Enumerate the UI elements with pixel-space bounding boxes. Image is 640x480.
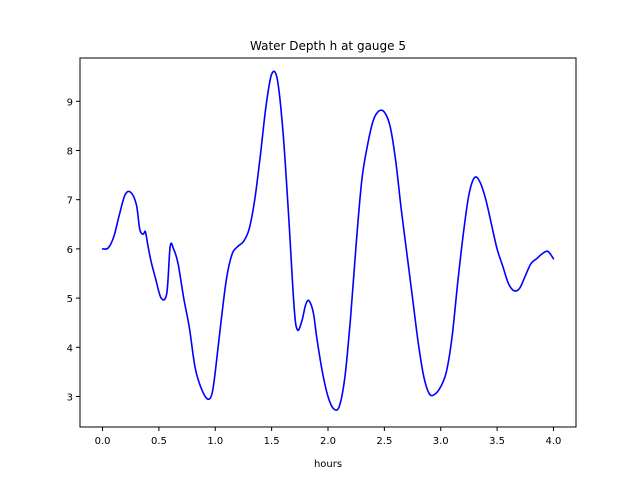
chart-title: Water Depth h at gauge 5 (250, 39, 406, 53)
y-tick-label: 6 (67, 245, 73, 256)
x-axis-ticks: 0.0 0.5 1.0 1.5 2.0 2.5 3.0 3.5 4.0 (95, 427, 562, 447)
y-tick-label: 3 (67, 392, 73, 403)
x-tick-label: 0.5 (151, 436, 167, 447)
x-tick-label: 1.0 (207, 436, 223, 447)
y-tick-label: 9 (67, 97, 73, 108)
x-tick-label: 1.5 (264, 436, 280, 447)
x-axis-title: hours (314, 459, 342, 470)
x-tick-label: 0.0 (95, 436, 111, 447)
x-tick-label: 2.0 (320, 436, 336, 447)
y-tick-label: 8 (67, 146, 73, 157)
water-depth-line (101, 70, 555, 411)
y-tick-label: 4 (67, 343, 73, 354)
x-tick-label: 3.0 (433, 436, 449, 447)
axes-frame (79, 57, 577, 428)
x-tick-label: 2.5 (376, 436, 392, 447)
y-tick-label: 5 (67, 294, 73, 305)
plot-area (80, 58, 576, 427)
series-layer (101, 70, 555, 411)
x-tick-label: 4.0 (546, 436, 562, 447)
y-tick-label: 7 (67, 196, 73, 207)
y-axis-ticks: 3 4 5 6 7 8 9 (67, 97, 80, 403)
x-tick-label: 3.5 (489, 436, 505, 447)
